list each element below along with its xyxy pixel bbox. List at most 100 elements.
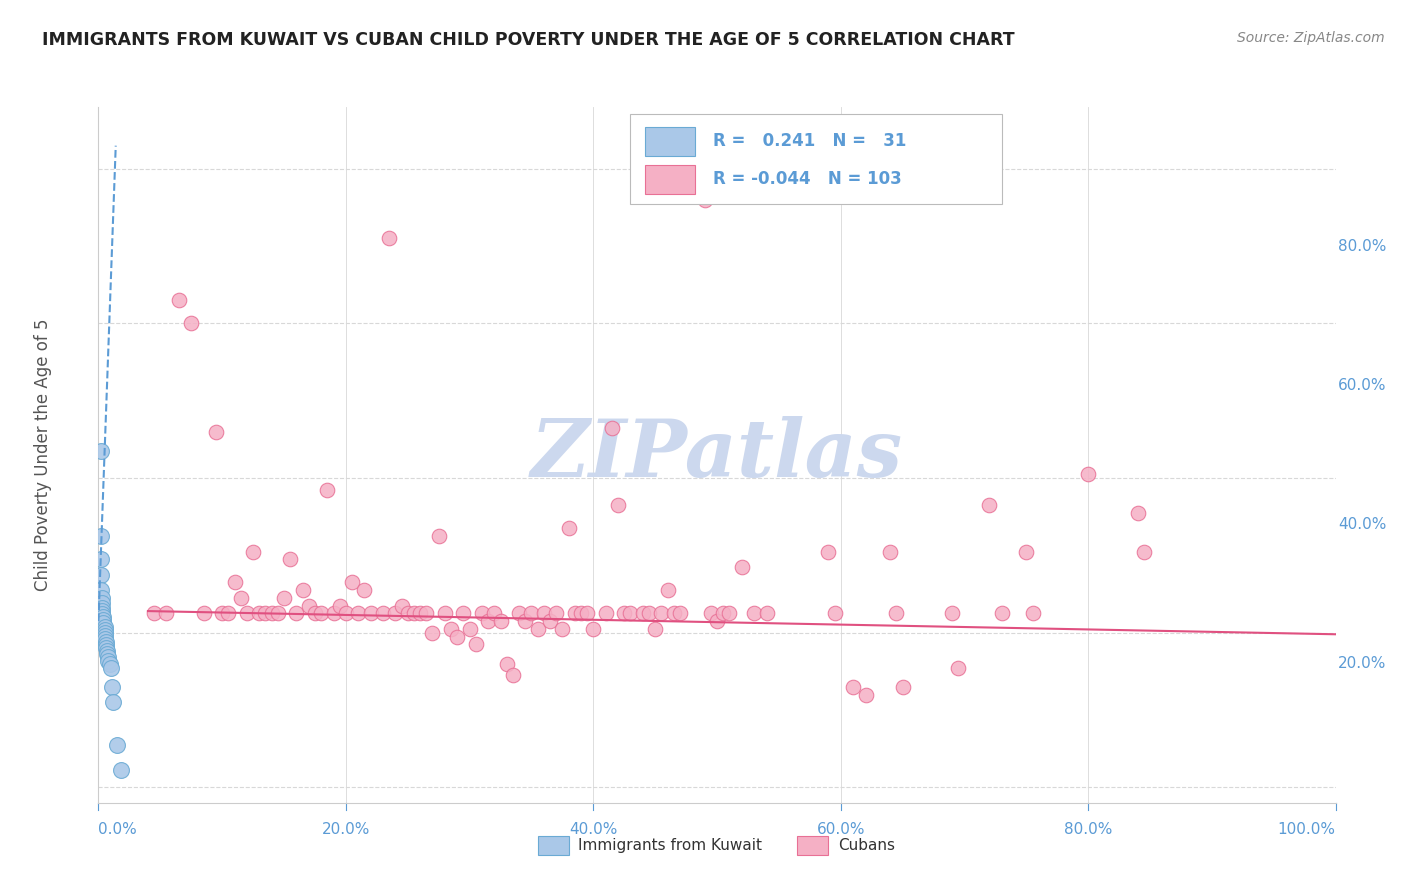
Point [347,607,370,621]
FancyBboxPatch shape [645,127,695,156]
Point [755,607,778,621]
Point [569,607,592,621]
Point [948,660,970,674]
Point [180,317,202,331]
Point [93,629,115,643]
Point [990,607,1012,621]
Point [495,657,517,671]
FancyBboxPatch shape [645,165,695,194]
Point [96,644,118,658]
Point [236,607,259,621]
Point [224,575,246,590]
Point [378,231,401,245]
Point [91,604,114,618]
Point [706,614,728,628]
Point [93,632,115,646]
Point [515,614,537,628]
Point [619,607,641,621]
Point [93,625,115,640]
Point [329,599,352,613]
Point [650,607,672,621]
Point [464,637,486,651]
Point [433,607,456,621]
Point [353,583,375,598]
Point [855,688,877,702]
Point [90,583,112,598]
Point [879,544,901,558]
Text: 20.0%: 20.0% [1339,657,1386,671]
Point [97,654,120,668]
Point [415,607,437,621]
Text: 100.0%: 100.0% [1278,822,1336,837]
Point [564,607,586,621]
Point [526,622,548,636]
Text: 40.0%: 40.0% [569,822,617,837]
Point [391,599,413,613]
Point [458,622,481,636]
Point [1133,544,1156,558]
Point [644,622,666,636]
Point [402,607,425,621]
Point [384,607,406,621]
Point [396,607,419,621]
Point [97,650,120,665]
Point [100,660,122,674]
Text: 0.0%: 0.0% [98,822,138,837]
Point [309,607,332,621]
Point [91,607,114,622]
Point [304,607,326,621]
Point [731,560,754,574]
Point [93,619,115,633]
Point [638,607,661,621]
Point [546,607,568,621]
Text: Child Poverty Under the Age of 5: Child Poverty Under the Age of 5 [34,318,52,591]
Text: Source: ZipAtlas.com: Source: ZipAtlas.com [1237,31,1385,45]
Point [891,680,914,694]
Point [489,614,512,628]
Point [371,607,394,621]
Point [103,695,125,709]
Point [422,625,444,640]
Point [155,607,177,621]
FancyBboxPatch shape [630,114,1001,204]
Point [94,635,117,649]
Point [360,607,382,621]
Point [93,616,115,631]
Point [193,607,215,621]
Point [242,544,264,558]
Point [91,601,114,615]
Point [90,552,112,566]
Point [607,498,630,512]
Point [91,591,114,605]
Point [267,607,290,621]
Point [90,529,112,543]
Point [98,657,121,671]
Point [613,607,636,621]
Point [217,607,239,621]
Text: Cubans: Cubans [838,838,896,853]
Point [979,498,1001,512]
Point [211,607,233,621]
Point [657,583,679,598]
Text: 60.0%: 60.0% [1339,378,1386,392]
Text: 80.0%: 80.0% [1339,239,1386,253]
Point [508,607,530,621]
Point [1126,506,1149,520]
Point [96,648,118,662]
Point [340,575,363,590]
Point [817,544,839,558]
Point [600,421,623,435]
Text: 60.0%: 60.0% [817,822,865,837]
Point [711,607,734,621]
Text: 20.0%: 20.0% [322,822,370,837]
Point [669,607,692,621]
Point [427,529,450,543]
Text: R = -0.044   N = 103: R = -0.044 N = 103 [713,170,903,188]
Point [278,552,301,566]
Point [93,623,115,637]
Point [247,607,270,621]
Point [143,607,166,621]
Point [91,596,114,610]
Point [94,641,117,656]
Point [1077,467,1099,482]
